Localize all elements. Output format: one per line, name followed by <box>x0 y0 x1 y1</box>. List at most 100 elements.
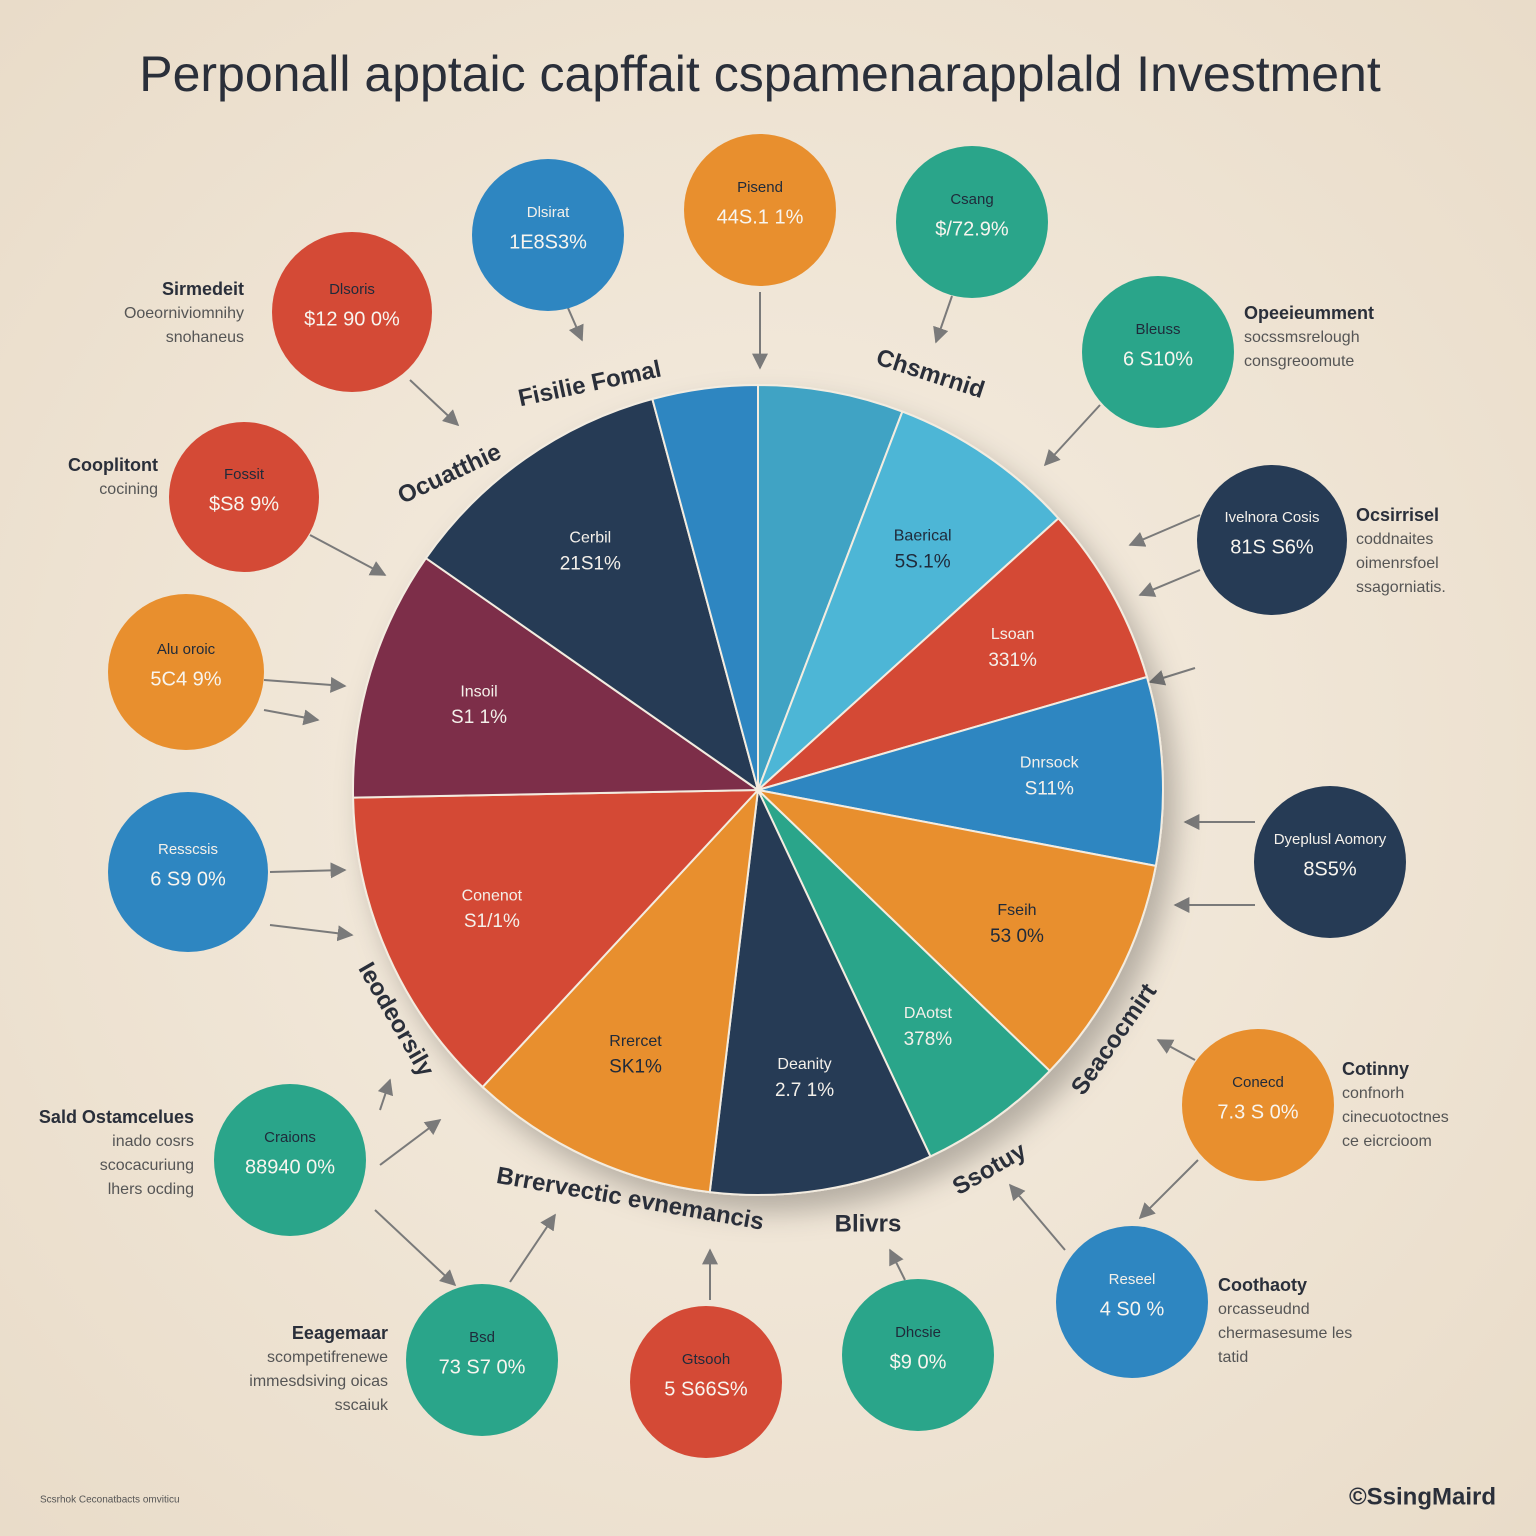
pie-slice <box>352 788 761 1089</box>
outer-label: Blivrs <box>835 1210 902 1237</box>
bubble <box>108 792 268 952</box>
bubble-text: 5 S66S% <box>664 1378 748 1400</box>
bubble <box>1082 276 1234 428</box>
arrow <box>269 862 347 879</box>
slice-label: Baerical <box>894 528 952 545</box>
pie-slice <box>481 787 760 1194</box>
pie-slice <box>754 788 1157 1073</box>
bubble <box>896 146 1048 298</box>
slice-value-text: S1/1% <box>464 911 520 932</box>
bubble-text: 81S S6% <box>1230 536 1314 558</box>
bubble <box>1254 786 1406 938</box>
note-line: confnorh <box>1342 1085 1404 1102</box>
note-line: orcasseudnd <box>1218 1301 1310 1318</box>
slice-value-text: S11% <box>1025 778 1074 799</box>
bubble <box>1182 1029 1334 1181</box>
arrow <box>1043 404 1101 467</box>
bubble-text: 1E8S3% <box>509 231 587 253</box>
slice-value-text: 5S.1% <box>895 551 951 572</box>
arrow <box>933 295 953 344</box>
slice-value-text: 378% <box>904 1029 953 1050</box>
arrow <box>889 1248 906 1281</box>
bubble <box>630 1306 782 1458</box>
note-line: chermasesume les <box>1218 1325 1352 1342</box>
bubble-name: Dlsoris <box>329 281 375 298</box>
bubble <box>472 159 624 311</box>
slice-label: Conenot <box>462 887 523 904</box>
note-line: cocining <box>99 481 158 498</box>
bubble <box>684 134 836 286</box>
bubble-name: Dhcsie <box>895 1324 941 1341</box>
bubble <box>1056 1226 1208 1378</box>
slice-label: Deanity <box>777 1056 831 1073</box>
arrow <box>379 1119 442 1166</box>
arrow <box>409 379 460 427</box>
bubble-text: $9 0% <box>890 1351 947 1373</box>
note-heading: Eeagemaar <box>292 1323 388 1343</box>
note-heading: Cotinny <box>1342 1059 1409 1079</box>
arrow <box>1148 667 1196 686</box>
bubble-text: $12 90 0% <box>304 308 400 330</box>
note-line: Ooeorniviomnihy <box>124 305 244 322</box>
pie-slice <box>757 410 1060 791</box>
note-heading: Sirmedeit <box>162 279 244 299</box>
bubble-text: 6 S10% <box>1123 348 1193 370</box>
note-heading: Ocsirrisel <box>1356 505 1439 525</box>
slice-value-text: 53 0% <box>990 926 1044 947</box>
note-line: immesdsiving oicas <box>249 1373 388 1390</box>
note-heading: Sald Ostamcelues <box>39 1107 194 1127</box>
arrow <box>263 676 347 693</box>
note-line: scompetifrenewe <box>267 1349 388 1366</box>
bubble <box>406 1284 558 1436</box>
note-line: sscaiuk <box>335 1397 389 1414</box>
arrow <box>1008 1183 1066 1251</box>
slice-label: Lsoan <box>991 626 1035 643</box>
bubble-name: Craions <box>264 1129 316 1146</box>
slice-label: Cerbil <box>569 530 611 547</box>
bubble-text: $S8 9% <box>209 493 279 515</box>
note-line: tatid <box>1218 1349 1248 1366</box>
chart-title: Perponall apptaic capffait cspamenarappl… <box>139 46 1381 102</box>
note-line: cinecuotoctnes <box>1342 1109 1449 1126</box>
note-line: ssagorniatis. <box>1356 579 1446 596</box>
bubble-name: Fossit <box>224 466 265 483</box>
footer-note: Scsrhok Ceconatbacts omviticu <box>40 1495 180 1506</box>
pie-slice <box>424 397 760 793</box>
note-line: lhers ocding <box>108 1181 194 1198</box>
bubble-name: Pisend <box>737 179 783 196</box>
bubble-text: 6 S9 0% <box>150 868 226 890</box>
bubble-text: 4 S0 % <box>1100 1298 1165 1320</box>
bubble-text: $/72.9% <box>935 218 1009 240</box>
bubble-name: Gtsooh <box>682 1351 730 1368</box>
bubble-name: Dlsirat <box>527 204 570 221</box>
bubble-text: 88940 0% <box>245 1156 335 1178</box>
bubble <box>108 594 264 750</box>
bubble-name: Ivelnora Cosis <box>1224 509 1319 526</box>
slice-label: Insoil <box>460 683 497 700</box>
pie-slice <box>757 675 1164 868</box>
bubble <box>1197 465 1347 615</box>
arrow <box>1138 1159 1199 1220</box>
pie-slice <box>757 383 904 791</box>
note-heading: Opeeieumment <box>1244 303 1374 323</box>
note-line: inado cosrs <box>112 1133 194 1150</box>
bubble-text: 73 S7 0% <box>439 1356 526 1378</box>
arrow <box>309 534 387 576</box>
slice-value-text: 331% <box>988 650 1037 671</box>
bubble-text: 7.3 S 0% <box>1217 1101 1298 1123</box>
arrow <box>269 924 354 942</box>
arrows <box>263 292 1255 1300</box>
pie-slice <box>757 789 1052 1158</box>
note-line: snohaneus <box>166 329 244 346</box>
slice-label: Rrercet <box>609 1033 662 1050</box>
note-line: coddnaites <box>1356 531 1433 548</box>
bubble-name: Bsd <box>469 1329 495 1346</box>
bubble-name: Csang <box>950 191 993 208</box>
bubble-text: 8S5% <box>1303 858 1357 880</box>
slice-value-text: S1 1% <box>451 707 507 728</box>
bubble-name: Bleuss <box>1135 321 1180 338</box>
pie-slice <box>708 786 932 1197</box>
note-heading: Coothaoty <box>1218 1275 1307 1295</box>
